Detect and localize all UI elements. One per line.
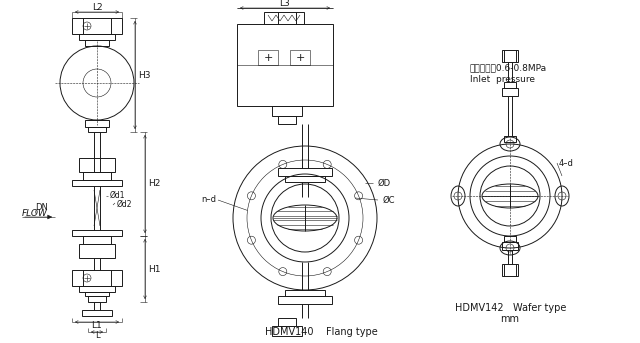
Text: H2: H2: [148, 179, 161, 189]
Bar: [504, 236, 516, 242]
Bar: [79, 286, 115, 292]
Text: L: L: [95, 331, 99, 341]
Bar: [88, 127, 106, 132]
Bar: [85, 120, 109, 127]
Text: L1: L1: [92, 321, 102, 331]
Bar: [83, 236, 111, 244]
Bar: [278, 168, 332, 176]
Text: Inlet  pressure: Inlet pressure: [470, 75, 535, 84]
Bar: [285, 176, 325, 182]
Bar: [502, 50, 518, 62]
Text: HDMV142   Wafer type: HDMV142 Wafer type: [455, 303, 566, 313]
Bar: [290, 50, 310, 65]
Text: n–d: n–d: [201, 196, 216, 204]
Text: H3: H3: [138, 71, 150, 80]
Text: Ød1: Ød1: [110, 190, 125, 200]
Bar: [79, 158, 115, 172]
Text: 工作气压：0.6-0.8MPa: 工作气压：0.6-0.8MPa: [470, 63, 547, 72]
Bar: [285, 290, 325, 296]
Bar: [278, 116, 296, 124]
Bar: [72, 18, 122, 34]
Bar: [502, 242, 518, 250]
Bar: [258, 50, 278, 65]
Text: +: +: [263, 53, 273, 63]
Bar: [278, 296, 332, 304]
Bar: [82, 310, 112, 316]
Bar: [237, 24, 333, 106]
Text: H1: H1: [148, 264, 161, 273]
Text: 4–d: 4–d: [559, 158, 574, 167]
Bar: [272, 106, 302, 116]
Bar: [72, 230, 122, 236]
Bar: [502, 88, 518, 96]
Bar: [72, 180, 122, 186]
Text: DN: DN: [35, 203, 48, 213]
Bar: [264, 12, 304, 24]
Bar: [85, 292, 109, 296]
Text: ØD: ØD: [378, 178, 391, 188]
Text: Ød2: Ød2: [117, 200, 132, 209]
Bar: [504, 82, 516, 88]
Text: mm: mm: [500, 314, 520, 324]
Bar: [272, 326, 302, 336]
Text: L3: L3: [280, 0, 291, 8]
Bar: [504, 136, 516, 142]
Bar: [72, 270, 122, 286]
Bar: [79, 244, 115, 258]
Text: +: +: [295, 53, 305, 63]
Bar: [88, 296, 106, 302]
Bar: [85, 40, 109, 46]
Text: ØC: ØC: [383, 196, 396, 204]
Bar: [83, 172, 111, 180]
Text: HDMV140    Flang type: HDMV140 Flang type: [265, 327, 378, 337]
Text: L2: L2: [92, 2, 102, 12]
Bar: [502, 264, 518, 276]
Bar: [278, 318, 296, 326]
Bar: [79, 34, 115, 40]
Text: FLOW: FLOW: [22, 209, 48, 217]
